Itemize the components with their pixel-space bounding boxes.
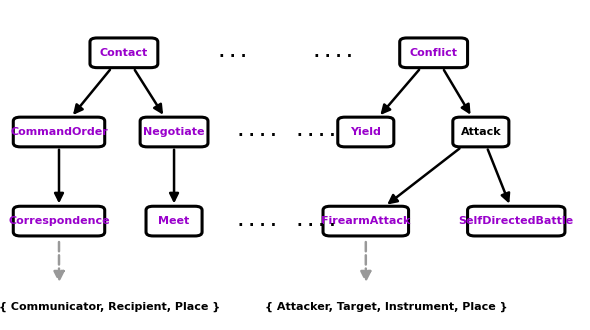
Text: . . . .: . . . . <box>238 124 276 140</box>
FancyBboxPatch shape <box>146 206 202 236</box>
FancyBboxPatch shape <box>400 38 467 68</box>
FancyBboxPatch shape <box>140 117 208 147</box>
Text: . . . .: . . . . <box>297 124 335 140</box>
Text: Negotiate: Negotiate <box>143 127 205 137</box>
Text: { Communicator, Recipient, Place }: { Communicator, Recipient, Place } <box>0 302 219 312</box>
Text: SelfDirectedBattle: SelfDirectedBattle <box>458 216 574 226</box>
Text: Contact: Contact <box>100 48 148 58</box>
Text: . . . .: . . . . <box>238 214 276 229</box>
FancyBboxPatch shape <box>453 117 509 147</box>
Text: Meet: Meet <box>159 216 189 226</box>
FancyBboxPatch shape <box>90 38 158 68</box>
Text: . . . .: . . . . <box>314 45 352 60</box>
FancyBboxPatch shape <box>337 117 394 147</box>
FancyBboxPatch shape <box>467 206 565 236</box>
Text: . . . .: . . . . <box>297 214 335 229</box>
Text: { Attacker, Target, Instrument, Place }: { Attacker, Target, Instrument, Place } <box>265 302 508 312</box>
Text: CommandOrder: CommandOrder <box>10 127 108 137</box>
Text: . . .: . . . <box>219 45 247 60</box>
FancyBboxPatch shape <box>14 206 105 236</box>
Text: FirearmAttack: FirearmAttack <box>321 216 411 226</box>
Text: Yield: Yield <box>350 127 381 137</box>
Text: Correspondence: Correspondence <box>8 216 110 226</box>
Text: Attack: Attack <box>461 127 501 137</box>
FancyBboxPatch shape <box>323 206 408 236</box>
Text: Conflict: Conflict <box>409 48 458 58</box>
FancyBboxPatch shape <box>14 117 105 147</box>
